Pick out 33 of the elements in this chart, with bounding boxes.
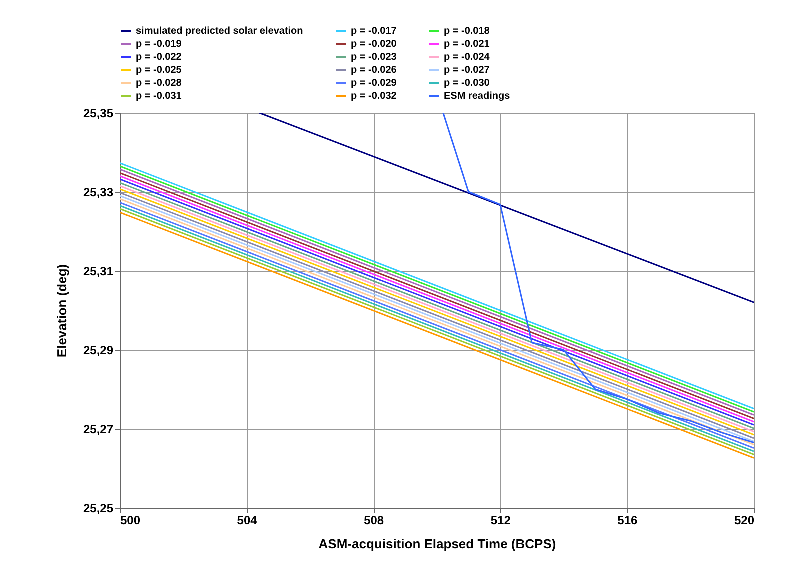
legend-label: p = -0.019: [136, 39, 182, 50]
legend-label: p = -0.018: [444, 26, 490, 37]
legend-label: p = -0.021: [444, 39, 490, 50]
legend-label: p = -0.029: [351, 78, 398, 89]
legend-label: p = -0.026: [351, 65, 398, 76]
legend-label: p = -0.030: [444, 78, 490, 89]
x-tick-label: 504: [237, 514, 258, 528]
legend-label: simulated predicted solar elevation: [136, 26, 304, 37]
legend-label: p = -0.022: [136, 52, 182, 63]
y-tick-label: 25,25: [83, 502, 114, 516]
y-tick-label: 25,35: [83, 106, 114, 120]
x-tick-label: 520: [734, 514, 755, 528]
line-series: [442, 113, 754, 444]
legend-label: ESM readings: [444, 91, 511, 102]
x-tick-label: 516: [618, 514, 638, 528]
legend-label: p = -0.032: [351, 91, 398, 102]
x-axis-title: ASM-acquisition Elapsed Time (BCPS): [318, 536, 556, 552]
legend-label: p = -0.023: [351, 52, 398, 63]
legend-label: p = -0.027: [444, 65, 490, 76]
legend-label: p = -0.031: [136, 91, 182, 102]
legend-label: p = -0.024: [444, 52, 490, 63]
legend-label: p = -0.028: [136, 78, 182, 89]
x-tick-label: 512: [490, 514, 512, 528]
y-tick-label: 25,31: [83, 264, 114, 278]
legend-label: p = -0.025: [136, 65, 182, 76]
y-axis-title: Elevation (deg): [54, 264, 70, 358]
y-tick-label: 25,33: [83, 186, 114, 200]
y-tick-label: 25,29: [83, 344, 114, 358]
legend-label: p = -0.017: [351, 26, 398, 37]
legend-label: p = -0.020: [351, 39, 398, 50]
x-tick-label: 508: [364, 514, 384, 528]
x-tick-label: 500: [120, 514, 141, 528]
y-tick-label: 25,27: [83, 422, 114, 436]
